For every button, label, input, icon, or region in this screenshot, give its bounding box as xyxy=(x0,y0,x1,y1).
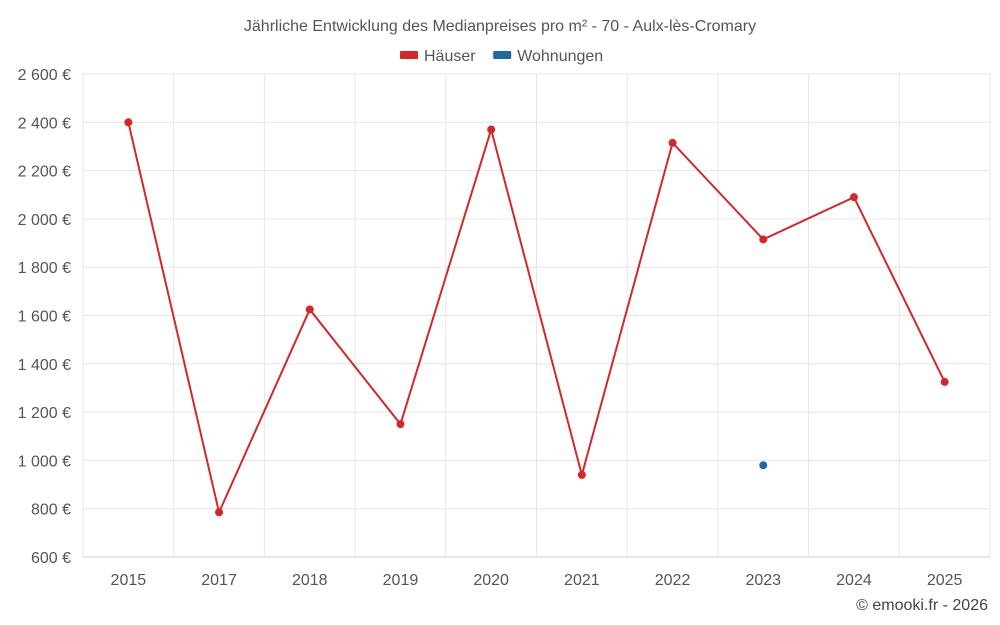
x-tick-label: 2024 xyxy=(836,572,872,589)
x-tick-label: 2020 xyxy=(473,572,509,589)
data-point xyxy=(940,377,949,386)
x-tick-label: 2021 xyxy=(564,572,600,589)
y-tick-label: 1 000 € xyxy=(18,453,71,470)
y-tick-label: 600 € xyxy=(31,550,71,567)
data-point xyxy=(396,420,405,429)
x-tick-label: 2015 xyxy=(111,572,147,589)
x-tick-label: 2025 xyxy=(927,572,963,589)
data-point xyxy=(124,118,133,127)
data-point xyxy=(668,138,677,147)
legend-label: Wohnungen xyxy=(517,48,603,65)
x-tick-label: 2022 xyxy=(655,572,691,589)
legend-swatch xyxy=(493,51,512,59)
y-tick-label: 2 000 € xyxy=(18,212,71,229)
data-point xyxy=(487,125,496,134)
legend: Häuser Wohnungen xyxy=(400,48,603,65)
series-2 xyxy=(759,461,768,470)
series-line xyxy=(127,122,946,516)
data-point xyxy=(215,508,224,517)
legend-label: Häuser xyxy=(424,48,476,65)
data-point xyxy=(759,235,768,244)
data-point xyxy=(849,193,858,202)
y-tick-label: 1 600 € xyxy=(18,309,71,326)
y-tick-label: 800 € xyxy=(31,502,71,519)
credit-text: © emooki.fr - 2026 xyxy=(856,597,988,614)
x-tick-label: 2023 xyxy=(745,572,781,589)
legend-item[interactable]: Wohnungen xyxy=(493,48,603,65)
series-group xyxy=(124,118,949,517)
data-point xyxy=(759,461,768,470)
x-tick-label: 2019 xyxy=(383,572,419,589)
chart-title: Jährliche Entwicklung des Medianpreises … xyxy=(244,18,756,35)
x-tick-label: 2018 xyxy=(292,572,328,589)
grid xyxy=(82,73,991,558)
y-tick-label: 2 400 € xyxy=(18,115,71,132)
legend-item[interactable]: Häuser xyxy=(400,48,476,65)
series-1 xyxy=(124,118,949,517)
x-axis: 2015 2017 2018 2019 2020 2021 2022 2023 2024 2025 xyxy=(111,572,963,589)
y-tick-label: 1 200 € xyxy=(18,405,71,422)
data-point xyxy=(305,305,314,314)
x-tick-label: 2017 xyxy=(201,572,237,589)
y-tick-label: 1 400 € xyxy=(18,357,71,374)
y-tick-label: 2 600 € xyxy=(18,67,71,84)
y-tick-label: 1 800 € xyxy=(18,260,71,277)
legend-swatch xyxy=(400,51,418,59)
y-tick-label: 2 200 € xyxy=(18,164,71,181)
y-axis: 600 € 800 € 1 000 € 1 200 € 1 400 € 1 600 € 1 … xyxy=(18,67,71,567)
data-point xyxy=(577,470,586,479)
